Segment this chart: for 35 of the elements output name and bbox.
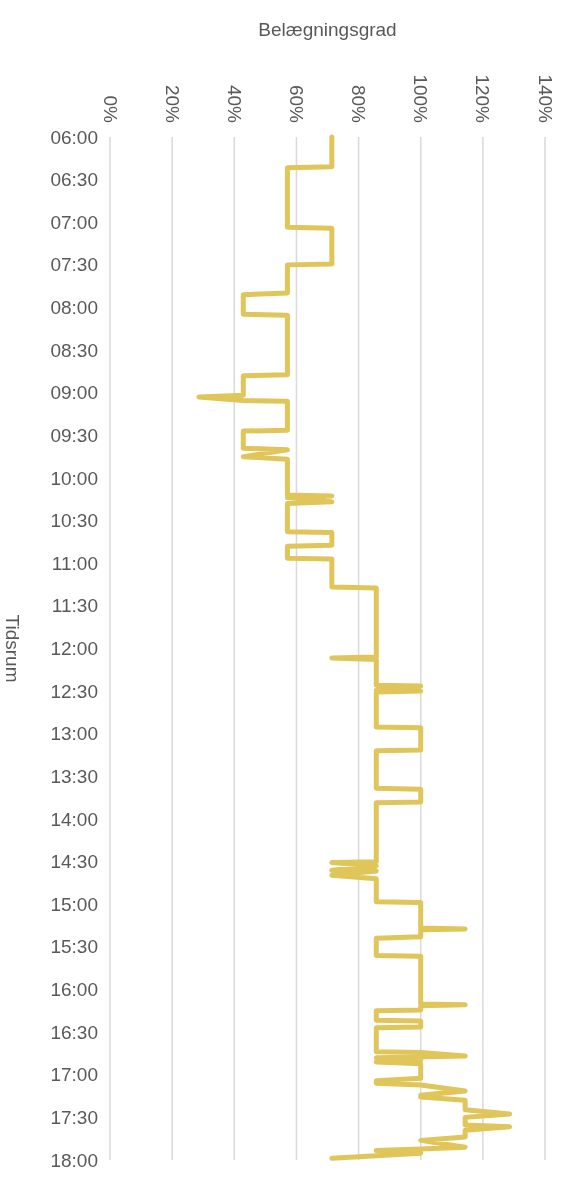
y-tick-label: 13:30 xyxy=(50,765,98,787)
y-tick-label: 09:30 xyxy=(50,424,98,446)
y-tick-label: 14:00 xyxy=(50,808,98,830)
y-tick-label: 08:30 xyxy=(50,339,98,361)
x-tick-label: 20% xyxy=(161,84,183,124)
y-axis-title: Tidsrum xyxy=(1,614,23,683)
y-tick-label: 15:30 xyxy=(50,936,98,958)
y-tick-label: 09:00 xyxy=(50,382,98,404)
y-tick-label: 12:30 xyxy=(50,680,98,702)
y-tick-label: 06:30 xyxy=(50,169,98,191)
y-tick-label: 13:00 xyxy=(50,723,98,745)
y-tick-label: 10:30 xyxy=(50,510,98,532)
y-tick-label: 06:00 xyxy=(50,126,98,148)
x-tick-label: 120% xyxy=(472,74,494,124)
y-tick-label: 07:30 xyxy=(50,254,98,276)
x-tick-label: 0% xyxy=(99,95,121,124)
x-tick-label: 80% xyxy=(348,84,370,124)
x-axis-title: Belægningsgrad xyxy=(258,19,397,40)
x-tick-label: 100% xyxy=(410,74,432,124)
y-tick-label: 12:00 xyxy=(50,638,98,659)
x-tick-label: 60% xyxy=(285,84,307,124)
y-tick-label: 16:30 xyxy=(50,1021,98,1043)
y-tick-label: 17:00 xyxy=(50,1064,98,1086)
y-tick-label: 08:00 xyxy=(50,297,98,318)
y-tick-label: 15:00 xyxy=(50,893,98,915)
y-tick-label: 17:30 xyxy=(50,1106,98,1128)
y-tick-label: 11:30 xyxy=(51,595,98,617)
y-tick-label: 11:00 xyxy=(51,552,98,574)
y-tick-label: 14:30 xyxy=(50,851,98,873)
y-tick-label: 07:00 xyxy=(50,211,98,233)
x-tick-label: 40% xyxy=(223,84,245,124)
y-tick-label: 16:00 xyxy=(50,979,98,1000)
y-tick-label: 10:00 xyxy=(50,467,98,489)
y-tick-label: 18:00 xyxy=(50,1149,98,1171)
x-tick-label: 140% xyxy=(534,74,556,124)
